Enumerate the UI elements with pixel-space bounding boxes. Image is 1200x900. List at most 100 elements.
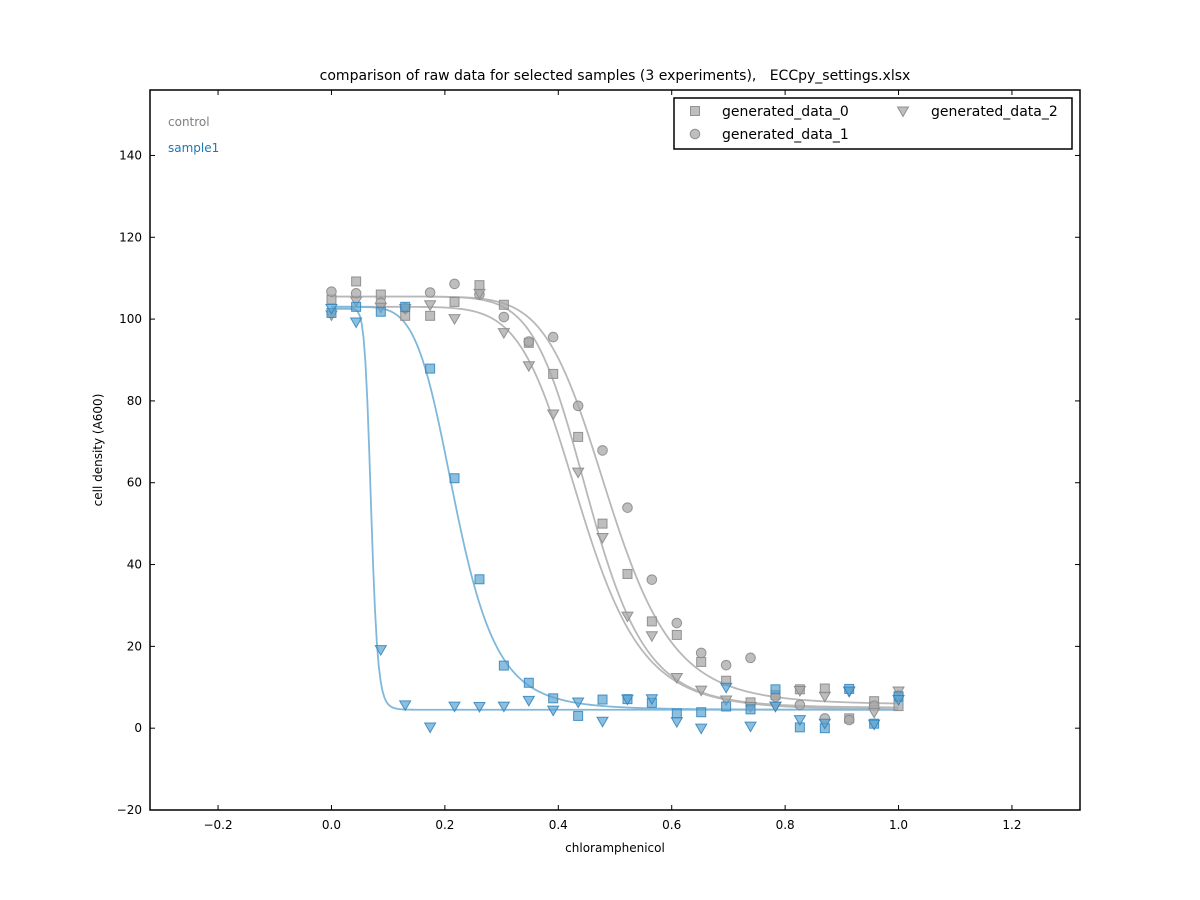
data-point bbox=[646, 616, 657, 627]
data-point bbox=[670, 672, 684, 684]
legend-label-generated-data-1: generated_data_1 bbox=[722, 127, 849, 143]
data-point bbox=[351, 276, 362, 287]
legend-marker-generated-data-2 bbox=[896, 106, 910, 118]
data-point bbox=[449, 296, 460, 307]
data-point bbox=[671, 629, 682, 640]
data-point bbox=[375, 306, 386, 317]
data-point bbox=[597, 445, 608, 456]
data-point bbox=[573, 710, 584, 721]
series-sample1-generated-data-0 bbox=[326, 301, 904, 734]
data-point bbox=[892, 695, 905, 707]
data-point bbox=[867, 719, 881, 731]
data-point bbox=[573, 431, 584, 442]
data-point bbox=[646, 574, 658, 585]
data-point bbox=[425, 310, 436, 321]
legend-marker-symbol bbox=[690, 106, 700, 116]
y-tick-label: 60 bbox=[127, 476, 142, 490]
data-point bbox=[818, 718, 832, 730]
data-point bbox=[398, 700, 412, 712]
x-axis-title: chloramphenicol bbox=[565, 841, 665, 855]
data-point bbox=[474, 280, 485, 291]
data-point bbox=[423, 300, 437, 312]
data-point bbox=[842, 686, 856, 698]
data-point bbox=[571, 467, 585, 479]
data-point bbox=[548, 368, 559, 379]
data-point bbox=[497, 328, 511, 340]
data-point bbox=[843, 714, 855, 726]
data-point bbox=[523, 677, 534, 688]
y-tick-label: 140 bbox=[119, 148, 142, 162]
data-point bbox=[695, 647, 707, 659]
data-point bbox=[423, 722, 437, 734]
legend-label-generated-data-2: generated_data_2 bbox=[931, 104, 1058, 120]
data-point bbox=[770, 684, 781, 695]
data-point bbox=[325, 303, 338, 315]
plot-area: −0.2 0.0 0.2 0.4 0.6 0.8 1.0 1.2 −20 0 20 40 60 80 100… bbox=[117, 89, 1081, 832]
data-point bbox=[448, 701, 461, 713]
data-point bbox=[719, 695, 733, 707]
legend-marker-symbol bbox=[689, 128, 701, 140]
data-point bbox=[597, 518, 608, 529]
data-point bbox=[523, 336, 535, 347]
data-point bbox=[448, 314, 461, 326]
data-point bbox=[572, 400, 584, 412]
plot-frame bbox=[149, 89, 1081, 811]
data-point bbox=[546, 705, 560, 717]
legend-marker-generated-data-1 bbox=[689, 128, 701, 140]
data-point bbox=[745, 704, 756, 715]
legend-frame bbox=[673, 97, 1073, 150]
data-point bbox=[548, 693, 559, 704]
data-point bbox=[449, 473, 460, 484]
data-point bbox=[473, 702, 486, 713]
data-point bbox=[597, 694, 608, 705]
data-point bbox=[769, 701, 782, 713]
data-point bbox=[621, 694, 634, 706]
data-point bbox=[622, 502, 633, 513]
y-tick-label: 40 bbox=[127, 558, 142, 572]
data-point bbox=[719, 682, 733, 694]
data-point bbox=[349, 317, 363, 329]
y-tick-label: −20 bbox=[117, 803, 142, 817]
data-point bbox=[326, 286, 337, 297]
data-point bbox=[745, 652, 756, 664]
legend-marker-symbol bbox=[896, 106, 910, 118]
data-point bbox=[819, 683, 830, 694]
x-tick-label: 0.0 bbox=[322, 818, 341, 832]
data-point bbox=[621, 611, 634, 623]
data-point bbox=[596, 716, 609, 728]
data-point bbox=[400, 301, 411, 312]
data-point bbox=[818, 691, 832, 703]
data-point bbox=[498, 660, 509, 671]
data-point bbox=[694, 685, 708, 697]
x-tick-label: 1.2 bbox=[1002, 818, 1021, 832]
data-point bbox=[793, 686, 807, 698]
y-tick-label: 0 bbox=[134, 721, 142, 735]
data-point bbox=[721, 701, 732, 712]
chart-title: comparison of raw data for selected samp… bbox=[320, 68, 911, 84]
x-tick-label: 0.8 bbox=[776, 818, 795, 832]
legend-marker-generated-data-0 bbox=[690, 106, 700, 116]
data-point bbox=[498, 299, 509, 310]
data-point bbox=[522, 361, 536, 373]
data-point bbox=[622, 568, 633, 579]
y-tick-label: 20 bbox=[127, 639, 142, 653]
data-point bbox=[720, 659, 732, 671]
data-point bbox=[351, 301, 362, 312]
data-point bbox=[425, 363, 436, 374]
y-tick-label: 120 bbox=[119, 230, 142, 244]
data-point bbox=[374, 645, 388, 657]
data-point bbox=[497, 701, 511, 713]
data-point bbox=[474, 574, 485, 585]
data-point bbox=[547, 331, 559, 343]
y-axis-title: cell density (A600) bbox=[91, 394, 105, 507]
annotation-sample1: sample1 bbox=[168, 141, 219, 155]
data-point bbox=[794, 699, 806, 711]
data-point bbox=[645, 631, 659, 643]
data-point bbox=[449, 278, 460, 290]
data-point bbox=[696, 707, 707, 718]
x-tick-label: 0.4 bbox=[549, 818, 568, 832]
data-point bbox=[522, 695, 536, 707]
data-point bbox=[671, 708, 682, 719]
